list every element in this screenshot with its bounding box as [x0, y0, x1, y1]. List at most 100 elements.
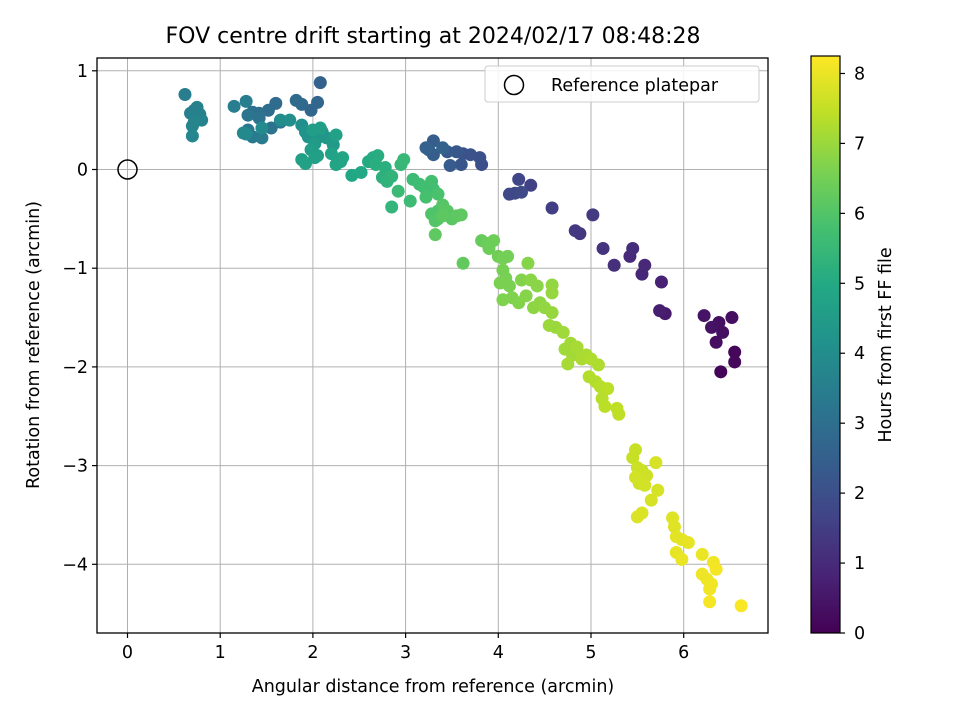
data-point: [512, 172, 526, 186]
colorbar-tick-label: 4: [854, 344, 865, 364]
data-point: [681, 536, 695, 550]
data-point: [545, 286, 559, 300]
data-point: [425, 174, 439, 188]
data-point: [601, 382, 615, 396]
data-point: [443, 159, 457, 173]
data-point: [545, 201, 559, 215]
data-point: [329, 128, 343, 142]
x-tick-label: 4: [493, 643, 504, 663]
data-point: [239, 127, 253, 141]
data-point: [255, 121, 269, 135]
data-point: [638, 478, 652, 492]
y-tick-label: −3: [62, 457, 88, 477]
x-tick-label: 1: [215, 643, 226, 663]
data-point: [626, 451, 640, 465]
data-point: [308, 151, 322, 165]
data-point: [644, 493, 658, 507]
colorbar-tick-label: 6: [854, 204, 865, 224]
data-point: [273, 113, 287, 127]
data-point: [728, 355, 742, 369]
x-axis-ticks: 0 1 2 3 4 5 6: [122, 633, 689, 663]
data-point: [185, 129, 199, 143]
data-point: [354, 165, 368, 179]
data-point: [638, 258, 652, 272]
data-point: [298, 157, 312, 171]
data-point: [561, 357, 575, 371]
y-tick-label: 0: [77, 161, 88, 181]
data-point: [709, 562, 723, 576]
data-point: [705, 320, 719, 334]
data-point: [596, 241, 610, 255]
colorbar-tick-label: 2: [854, 484, 865, 504]
data-point: [385, 169, 399, 183]
x-axis-label: Angular distance from reference (arcmin): [252, 677, 615, 697]
data-point: [456, 256, 470, 270]
data-point: [502, 187, 516, 201]
chart-title: FOV centre drift starting at 2024/02/17 …: [166, 24, 701, 49]
data-point: [675, 552, 689, 566]
x-tick-label: 6: [678, 643, 689, 663]
data-points: [178, 76, 748, 613]
colorbar-ticks: 0 1 2 3 4 5 6 7 8: [840, 64, 865, 644]
data-point: [598, 399, 612, 413]
data-point: [431, 187, 445, 201]
data-point: [570, 340, 584, 354]
colorbar-tick-label: 8: [854, 64, 865, 84]
data-point: [502, 279, 516, 293]
data-point: [450, 145, 464, 159]
data-point: [252, 111, 266, 125]
reference-marker: [117, 159, 138, 180]
data-point: [397, 153, 411, 167]
data-point: [241, 108, 255, 122]
data-point: [514, 273, 528, 287]
data-point: [306, 123, 320, 137]
data-point: [419, 190, 433, 204]
data-point: [313, 76, 327, 90]
colorbar-tick-label: 7: [854, 134, 865, 154]
data-point: [628, 470, 642, 484]
colorbar-tick-label: 1: [854, 554, 865, 574]
data-point: [697, 309, 711, 323]
data-point: [612, 407, 626, 421]
data-point: [524, 178, 538, 192]
data-point: [289, 93, 303, 107]
data-point: [385, 200, 399, 214]
data-point: [728, 345, 742, 359]
y-axis-ticks: 1 0 −1 −2 −3 −4: [62, 62, 97, 575]
data-point: [667, 520, 681, 534]
data-point: [556, 325, 570, 339]
data-point: [324, 147, 338, 161]
data-point: [454, 208, 468, 222]
y-tick-label: −1: [62, 259, 88, 279]
data-point: [482, 241, 496, 255]
data-point: [336, 151, 350, 165]
data-point: [178, 87, 192, 101]
colorbar: [810, 55, 841, 634]
data-point: [519, 289, 533, 303]
plot-frame: [96, 57, 769, 634]
colorbar-label: Hours from first FF file: [876, 247, 896, 442]
legend-marker: [503, 74, 525, 96]
y-axis-label: Rotation from reference (arcmin): [24, 201, 44, 489]
y-tick-label: −4: [62, 555, 88, 575]
data-point: [630, 510, 644, 524]
data-point: [255, 131, 269, 145]
legend-box: [484, 65, 760, 103]
data-point: [521, 256, 535, 270]
colorbar-tick-label: 3: [854, 414, 865, 434]
y-tick-label: 1: [77, 62, 88, 82]
x-tick-label: 3: [400, 643, 411, 663]
data-point: [454, 158, 468, 172]
data-point: [591, 358, 605, 372]
data-point: [734, 599, 748, 613]
data-point: [501, 249, 515, 263]
data-point: [725, 311, 739, 325]
data-point: [703, 595, 717, 609]
legend: Reference platepar: [484, 65, 760, 103]
data-point: [428, 228, 442, 242]
y-tick-label: −2: [62, 358, 88, 378]
colorbar-tick-label: 0: [854, 624, 865, 644]
data-point: [651, 483, 665, 497]
data-point: [264, 121, 278, 135]
